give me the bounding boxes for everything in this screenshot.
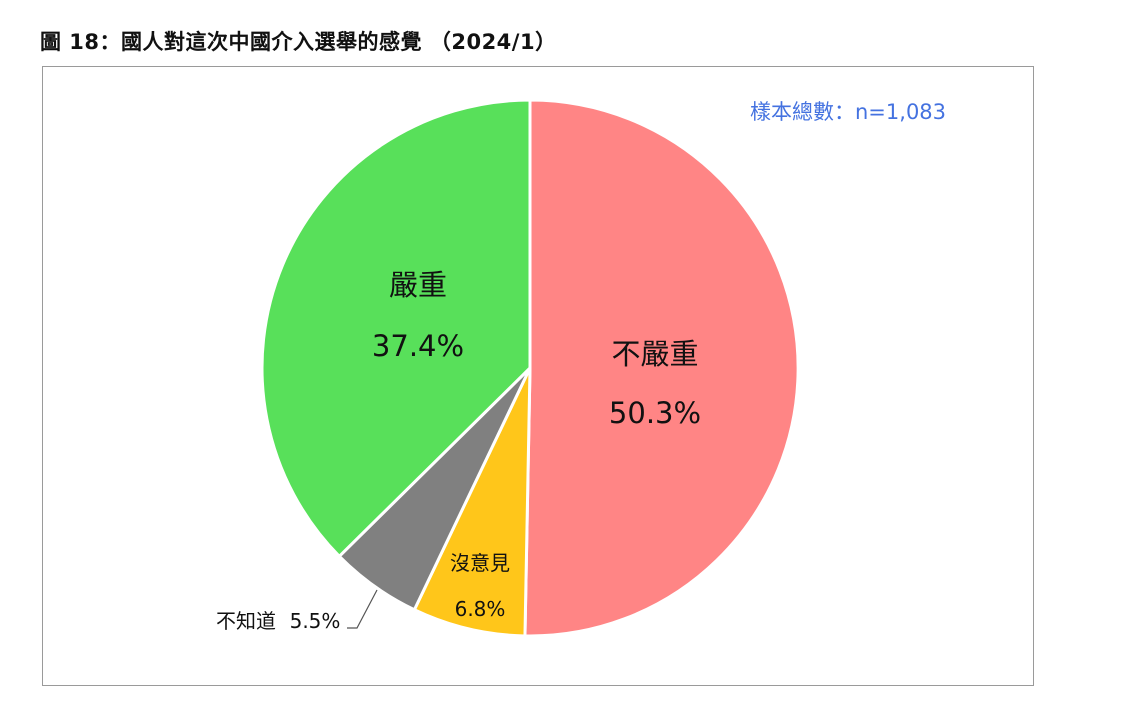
leader-line-dont-know <box>347 589 378 629</box>
slice-value-no-opinion: 6.8% <box>455 597 506 621</box>
slice-value-not-serious: 50.3% <box>609 396 701 430</box>
slice-value-serious: 37.4% <box>372 329 464 363</box>
slice-not-serious <box>523 98 800 638</box>
slice-label-not-serious: 不嚴重 <box>611 337 698 371</box>
pie-slices <box>260 98 800 638</box>
chart-frame <box>42 66 1034 686</box>
slice-value-dont-know: 5.5% <box>290 609 341 633</box>
slice-label-no-opinion: 沒意見 <box>450 551 510 575</box>
chart-title: 圖 18：國人對這次中國介入選舉的感覺 （2024/1） <box>40 30 557 54</box>
sample-size-note: 樣本總數：n=1,083 <box>750 100 947 124</box>
slice-serious <box>260 98 532 559</box>
slice-label-dont-know: 不知道 <box>216 609 276 633</box>
slice-label-serious: 嚴重 <box>389 268 447 302</box>
slice-no-opinion <box>412 367 532 638</box>
